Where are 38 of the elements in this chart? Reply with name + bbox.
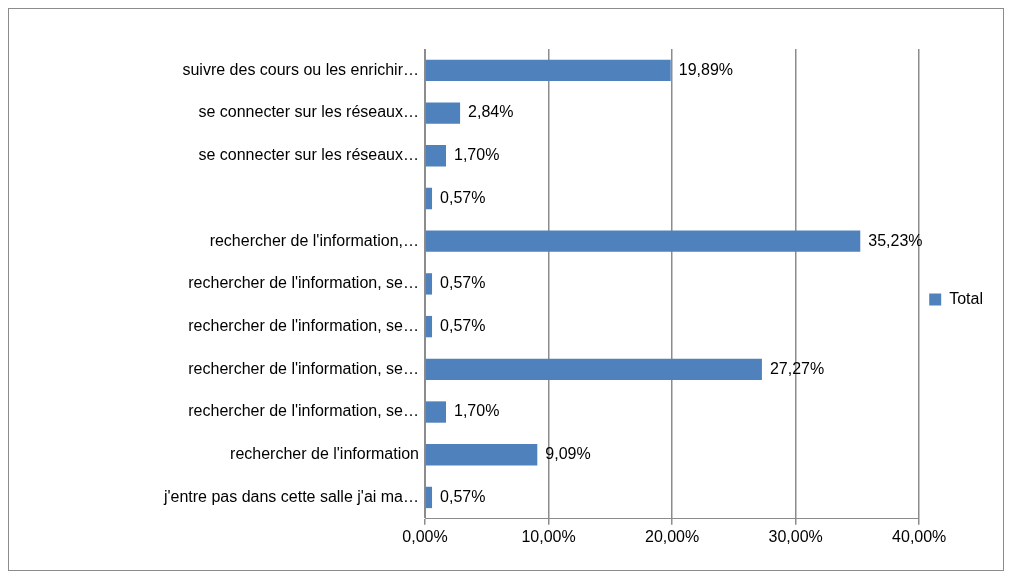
bar	[425, 444, 538, 466]
data-label: 19,89%	[678, 60, 734, 78]
bar	[425, 358, 762, 380]
x-tick-label: 40,00%	[892, 527, 947, 545]
data-label: 9,09%	[545, 445, 591, 463]
y-tick-label: j'entre pas dans cette salle j'ai ma…	[162, 487, 419, 505]
data-label: 1,70%	[454, 402, 500, 420]
bar	[425, 230, 861, 252]
x-tick-label: 30,00%	[768, 527, 823, 545]
x-tick-label: 20,00%	[644, 527, 700, 545]
bar	[425, 102, 461, 124]
y-tick-label: se connecter sur les réseaux…	[198, 103, 419, 121]
data-label: 35,23%	[868, 231, 923, 249]
y-tick-label: rechercher de l'information, se…	[188, 402, 419, 420]
data-label: 0,57%	[440, 274, 486, 292]
bar	[425, 145, 446, 167]
bar	[425, 59, 671, 82]
x-tick-label: 10,00%	[521, 527, 576, 545]
bar	[425, 315, 433, 338]
y-tick-label: rechercher de l'information, se…	[188, 317, 419, 335]
y-tick-label: se connecter sur les réseaux…	[198, 146, 419, 164]
y-tick-label: suivre des cours ou les enrichir…	[182, 60, 419, 78]
y-tick-label: rechercher de l'information,…	[209, 231, 419, 249]
y-tick-label: rechercher de l'information, se…	[188, 274, 419, 292]
y-tick-label: rechercher de l'information, se…	[188, 359, 419, 377]
bar	[425, 187, 433, 210]
x-tick-label: 0,00%	[402, 527, 448, 545]
y-tick-label: rechercher de l'information	[230, 445, 419, 463]
bar	[425, 273, 433, 295]
data-label: 27,27%	[769, 359, 825, 377]
bar	[425, 486, 433, 509]
bar	[425, 401, 446, 423]
data-label: 0,57%	[440, 188, 486, 206]
data-label: 0,57%	[440, 317, 486, 335]
data-label: 1,70%	[454, 146, 500, 164]
legend-label: Total	[949, 289, 983, 307]
data-label: 2,84%	[468, 103, 514, 121]
data-label: 0,57%	[440, 487, 486, 505]
